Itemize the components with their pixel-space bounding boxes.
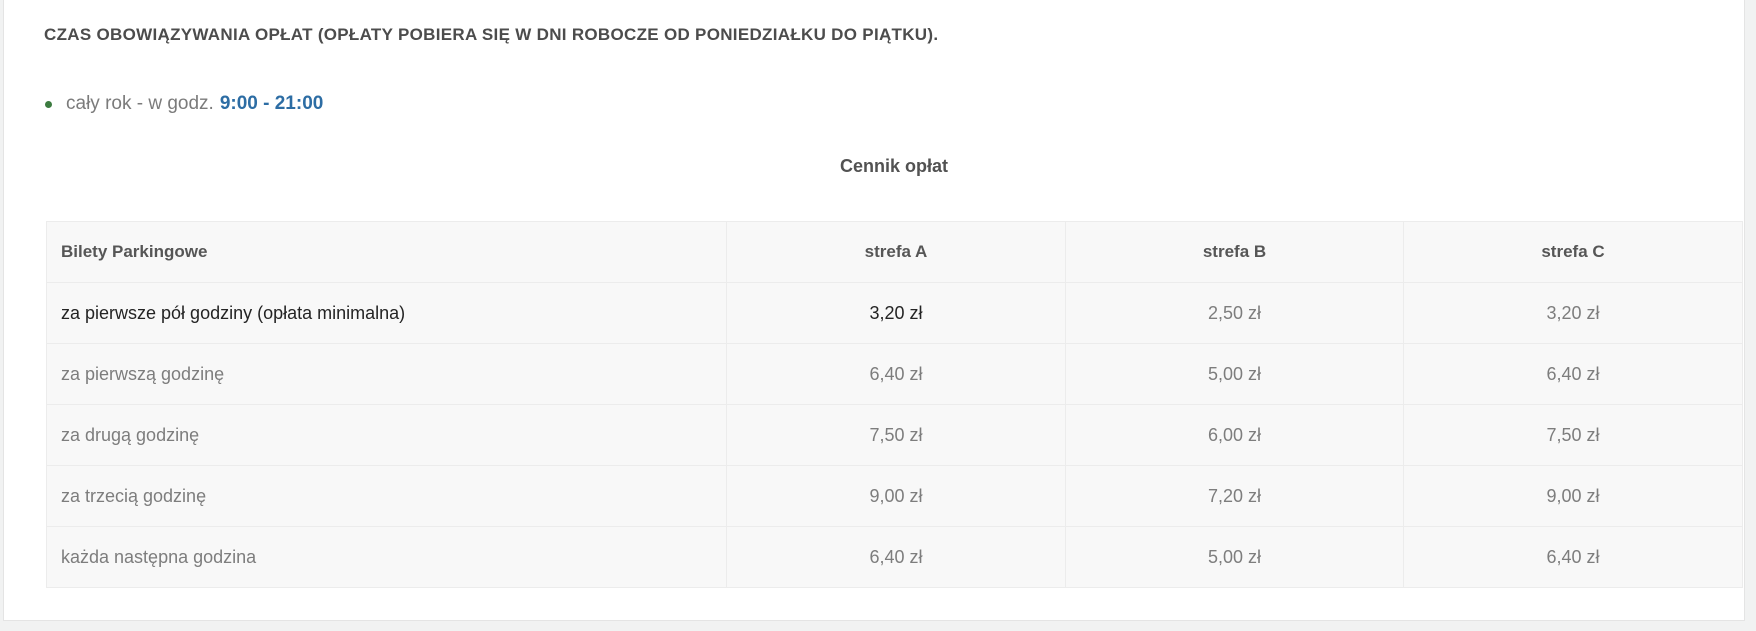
table-row: za drugą godzinę 7,50 zł 6,00 zł 7,50 zł xyxy=(46,404,1743,466)
content-card: CZAS OBOWIĄZYWANIA OPŁAT (OPŁATY POBIERA… xyxy=(3,0,1745,621)
price-zone-b: 2,50 zł xyxy=(1065,282,1404,344)
price-zone-a: 6,40 zł xyxy=(726,343,1066,405)
column-header-zone-b: strefa B xyxy=(1065,221,1404,283)
table-header-row: Bilety Parkingowe strefa A strefa B stre… xyxy=(46,221,1743,283)
table-row: za pierwszą godzinę 6,40 zł 5,00 zł 6,40… xyxy=(46,343,1743,405)
price-zone-c: 6,40 zł xyxy=(1403,526,1743,588)
schedule-list-item: cały rok - w godz. 9:00 - 21:00 xyxy=(45,92,323,116)
page-title: CZAS OBOWIĄZYWANIA OPŁAT (OPŁATY POBIERA… xyxy=(44,25,939,44)
row-label: za trzecią godzinę xyxy=(46,465,727,527)
table-row: każda następna godzina 6,40 zł 5,00 zł 6… xyxy=(46,526,1743,588)
row-label: za drugą godzinę xyxy=(46,404,727,466)
schedule-text: cały rok - w godz. xyxy=(66,93,214,114)
price-zone-c: 9,00 zł xyxy=(1403,465,1743,527)
price-zone-a: 9,00 zł xyxy=(726,465,1066,527)
price-zone-a: 7,50 zł xyxy=(726,404,1066,466)
column-header-zone-a: strefa A xyxy=(726,221,1066,283)
row-label: za pierwsze pół godziny (opłata minimaln… xyxy=(46,282,727,344)
price-table: Bilety Parkingowe strefa A strefa B stre… xyxy=(46,221,1743,588)
column-header-tickets: Bilety Parkingowe xyxy=(46,221,727,283)
price-zone-b: 6,00 zł xyxy=(1065,404,1404,466)
column-header-zone-c: strefa C xyxy=(1403,221,1743,283)
bullet-icon xyxy=(45,100,52,108)
price-zone-c: 3,20 zł xyxy=(1403,282,1743,344)
price-table-title: Cennik opłat xyxy=(839,156,948,176)
price-zone-a: 6,40 zł xyxy=(726,526,1066,588)
price-zone-b: 5,00 zł xyxy=(1065,343,1404,405)
table-row: za trzecią godzinę 9,00 zł 7,20 zł 9,00 … xyxy=(46,465,1743,527)
row-label: za pierwszą godzinę xyxy=(46,343,727,405)
price-zone-b: 5,00 zł xyxy=(1065,526,1404,588)
schedule-hours: 9:00 - 21:00 xyxy=(219,93,324,114)
price-zone-c: 6,40 zł xyxy=(1403,343,1743,405)
price-zone-c: 7,50 zł xyxy=(1403,404,1743,466)
price-zone-a: 3,20 zł xyxy=(726,282,1066,344)
row-label: każda następna godzina xyxy=(46,526,727,588)
table-row: za pierwsze pół godziny (opłata minimaln… xyxy=(46,282,1743,344)
price-zone-b: 7,20 zł xyxy=(1065,465,1404,527)
